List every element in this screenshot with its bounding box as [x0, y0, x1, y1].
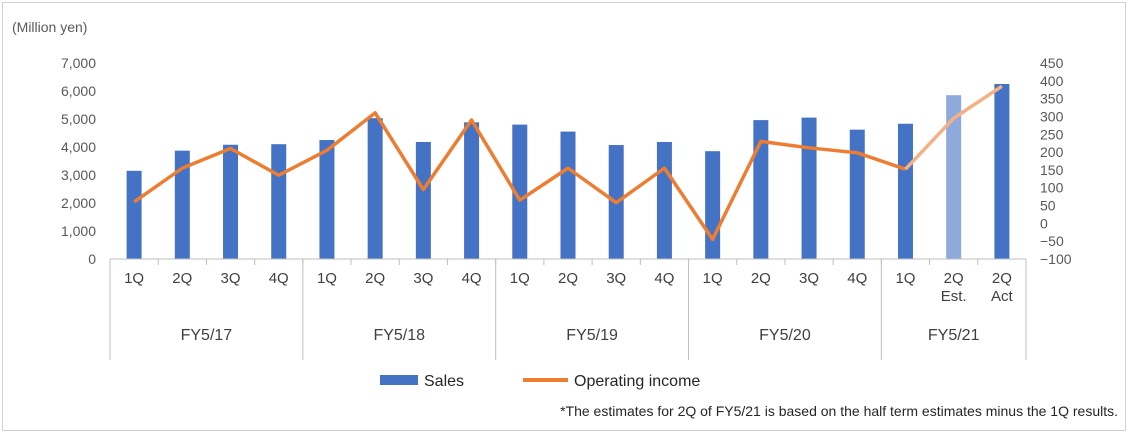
- legend-swatch-sales: [380, 375, 418, 385]
- group-label: FY5/20: [759, 327, 811, 344]
- right-tick-label: 400: [1040, 73, 1064, 89]
- right-tick-label: −100: [1040, 251, 1072, 267]
- category-label: Act: [991, 288, 1014, 305]
- category-label: 1Q: [124, 270, 144, 287]
- category-label: 2Q: [944, 270, 964, 287]
- left-tick-label: 2,000: [61, 195, 96, 211]
- sales-bar: [994, 84, 1010, 259]
- sales-bar: [849, 129, 865, 259]
- category-label: 4Q: [269, 270, 289, 287]
- category-label: 4Q: [654, 270, 674, 287]
- sales-bar: [174, 150, 190, 259]
- sales-bars: [126, 84, 1010, 260]
- category-label: 1Q: [703, 270, 723, 287]
- left-tick-label: 7,000: [61, 55, 96, 71]
- sales-bar: [560, 131, 576, 259]
- category-label: Est.: [941, 288, 967, 305]
- right-tick-label: 100: [1040, 180, 1064, 196]
- group-label: FY5/19: [566, 327, 618, 344]
- category-label: 2Q: [172, 270, 192, 287]
- sales-bar: [464, 122, 480, 259]
- sales-bar: [271, 144, 287, 259]
- category-label: 1Q: [510, 270, 530, 287]
- operating-income-line-estimate: [904, 84, 1003, 171]
- sales-bar: [753, 120, 769, 260]
- category-label: 3Q: [413, 270, 433, 287]
- legend-label-operating-income: Operating income: [574, 373, 700, 390]
- category-label: 1Q: [895, 270, 915, 287]
- category-label: 3Q: [221, 270, 241, 287]
- right-tick-label: 450: [1040, 55, 1064, 71]
- right-tick-label: 200: [1040, 144, 1064, 160]
- sales-bar: [415, 141, 431, 259]
- right-tick-label: 50: [1040, 198, 1056, 214]
- operating-income-line-actual: [133, 111, 907, 242]
- category-label: 2Q: [751, 270, 771, 287]
- sales-bar: [126, 170, 142, 259]
- category-label: 4Q: [847, 270, 867, 287]
- left-tick-label: 4,000: [61, 139, 96, 155]
- group-label: FY5/18: [373, 327, 425, 344]
- sales-bar: [946, 95, 962, 259]
- legend-label-sales: Sales: [424, 373, 464, 390]
- left-axis: 0 1,000 2,000 3,000 4,000 5,000 6,000 7,000: [61, 55, 96, 267]
- right-tick-label: −50: [1040, 233, 1064, 249]
- sales-bar: [801, 117, 817, 259]
- sales-bar: [223, 144, 239, 259]
- right-tick-label: 350: [1040, 91, 1064, 107]
- legend: Sales Operating income: [380, 373, 700, 390]
- group-label: FY5/21: [928, 327, 980, 344]
- category-label: 2Q: [992, 270, 1012, 287]
- left-tick-label: 0: [88, 251, 96, 267]
- right-tick-label: 0: [1040, 215, 1048, 231]
- left-tick-label: 6,000: [61, 83, 96, 99]
- category-label: 2Q: [558, 270, 578, 287]
- left-tick-label: 3,000: [61, 167, 96, 183]
- category-label: 3Q: [606, 270, 626, 287]
- sales-bar: [512, 124, 528, 259]
- left-tick-label: 5,000: [61, 111, 96, 127]
- right-tick-label: 150: [1040, 162, 1064, 178]
- category-label: 2Q: [365, 270, 385, 287]
- category-label: 3Q: [799, 270, 819, 287]
- right-tick-label: 250: [1040, 126, 1064, 142]
- unit-label: (Million yen): [12, 19, 87, 35]
- group-label: FY5/17: [181, 327, 233, 344]
- left-tick-label: 1,000: [61, 223, 96, 239]
- category-label: 4Q: [462, 270, 482, 287]
- category-label: 1Q: [317, 270, 337, 287]
- sales-bar: [705, 151, 721, 259]
- category-axis: FY5/17 FY5/18 FY5/19 FY5/20 FY5/21 1Q 2Q 3Q 4Q 1Q…: [109, 258, 1027, 360]
- footnote: *The estimates for 2Q of FY5/21 is based…: [560, 403, 1118, 419]
- right-tick-label: 300: [1040, 108, 1064, 124]
- sales-bar: [897, 123, 913, 259]
- sales-bar: [319, 140, 335, 259]
- sales-bar: [656, 141, 672, 259]
- operating-income-line: [133, 84, 1003, 242]
- sales-bar: [367, 118, 383, 259]
